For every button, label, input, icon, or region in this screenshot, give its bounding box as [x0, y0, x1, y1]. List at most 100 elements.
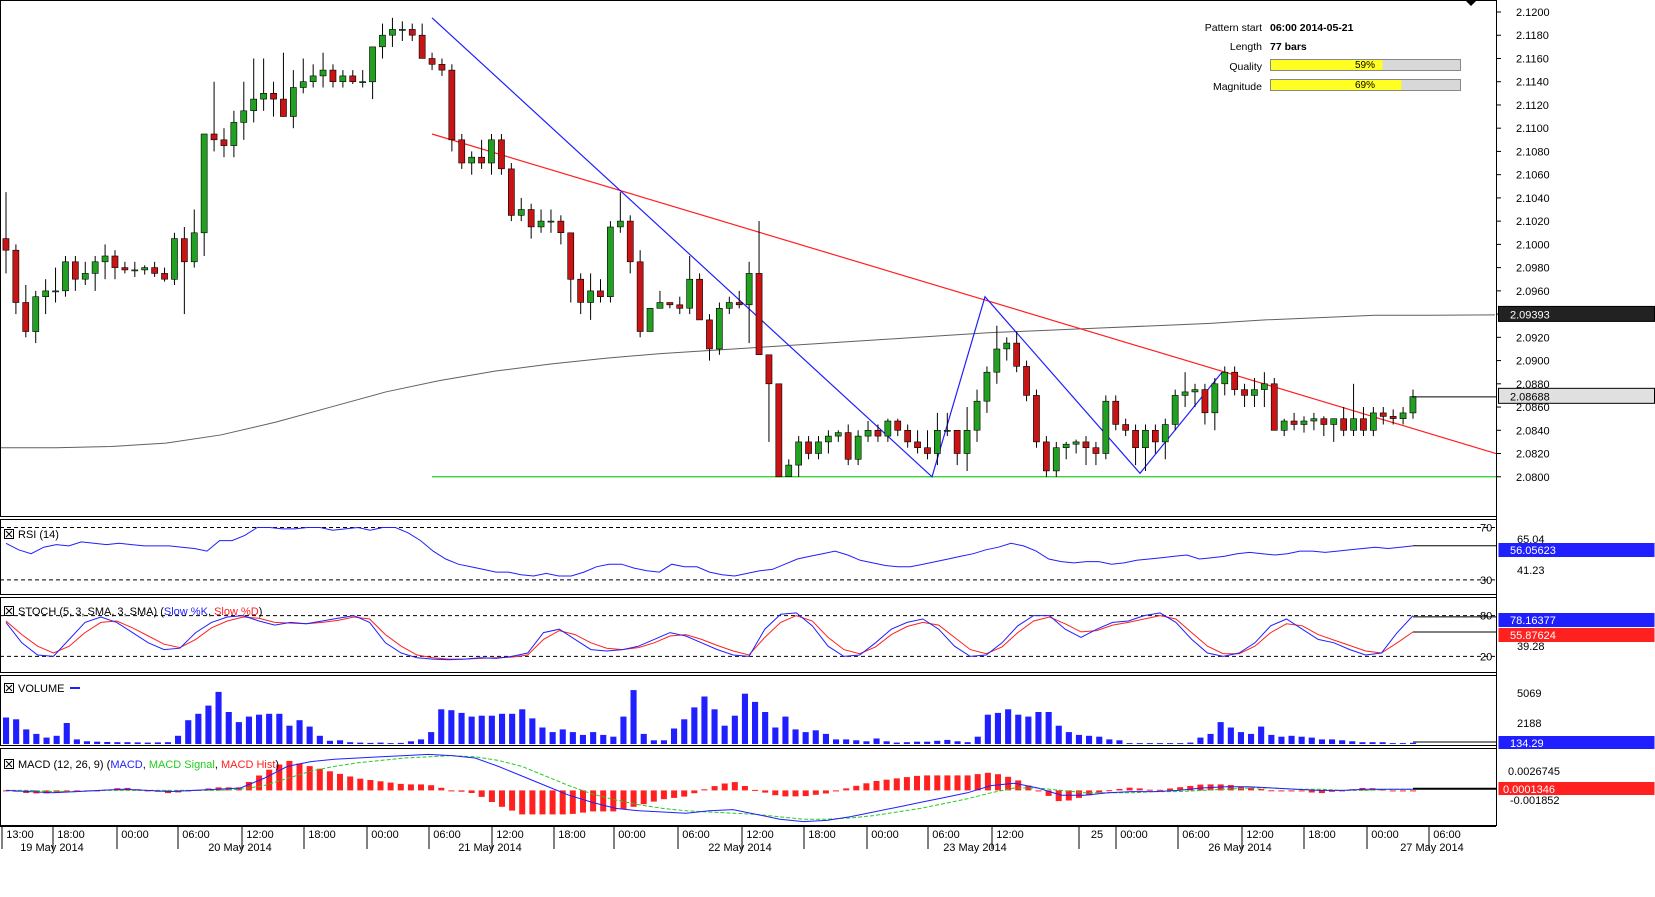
volume-bar [438, 709, 445, 744]
candle-body [567, 232, 575, 280]
volume-bar [1288, 735, 1295, 744]
price-tick-label: 2.0800 [1516, 472, 1550, 484]
candle-body [963, 429, 971, 454]
price-tick-label: 2.0880 [1516, 379, 1550, 391]
macd-hist-label: MACD Hist [221, 759, 275, 771]
macd-hist-bar [853, 785, 860, 791]
volume-bar [1096, 736, 1103, 744]
price-tick-label: 2.1020 [1516, 216, 1550, 228]
macd-hist-bar [1278, 790, 1285, 792]
price-tick-label: 2.0840 [1516, 425, 1550, 437]
volume-bar [691, 707, 698, 744]
rsi-tick-min: 41.23 [1517, 565, 1545, 577]
macd-hist-bar [1116, 789, 1123, 791]
candle-body [72, 261, 79, 280]
macd-hist-bar [893, 778, 900, 791]
time-tick-label: 18:00 [808, 829, 836, 841]
macd-tick-low: -0.001852 [1510, 795, 1560, 807]
volume-bar [326, 740, 333, 744]
volume-bar [1268, 734, 1275, 744]
candle-body [171, 238, 178, 280]
volume-bar [1258, 726, 1265, 744]
macd-hist-bar [1045, 790, 1052, 796]
quality-bar-fill [1271, 60, 1383, 70]
macd-hist-bar [73, 790, 80, 792]
macd-hist-bar [468, 790, 475, 793]
candle-body [270, 93, 277, 100]
volume-bar [903, 742, 910, 744]
macd-hist-bar [357, 778, 364, 791]
price-tick-label: 2.0920 [1516, 332, 1550, 344]
macd-hist-bar [256, 775, 263, 791]
macd-hist-bar [924, 775, 931, 791]
macd-toggle-icon-cross [5, 760, 13, 768]
collapse-arrow-icon[interactable] [1466, 1, 1476, 6]
candle-body [755, 273, 763, 355]
candle-body [616, 220, 624, 228]
macd-hist-bar [863, 783, 870, 791]
macd-hist-bar [640, 790, 647, 805]
volume-bar [225, 712, 232, 744]
macd-hist-bar [529, 790, 536, 815]
candle-body [1270, 383, 1278, 431]
macd-hist-bar [458, 790, 465, 792]
macd-hist-bar [883, 779, 890, 791]
candle-body [725, 302, 733, 309]
macd-params: MACD (12, 26, 9) [18, 759, 104, 771]
candle-body [428, 58, 436, 65]
price-tick-label: 2.1080 [1516, 146, 1550, 158]
candle-body [448, 69, 456, 141]
macd-hist-bar [610, 790, 617, 812]
volume-bar [468, 716, 475, 744]
time-tick-label: 18:00 [308, 829, 336, 841]
candle-body [537, 220, 545, 228]
macd-hist-bar [1106, 790, 1113, 792]
macd-hist-bar [1288, 790, 1295, 792]
candle-body [1211, 383, 1219, 414]
quality-value: 59% [1355, 60, 1375, 71]
magnitude-value: 69% [1355, 80, 1375, 91]
candle-body [775, 383, 783, 478]
macd-hist-bar [549, 790, 556, 815]
volume-bar [286, 725, 293, 744]
macd-hist-bar [1308, 790, 1315, 793]
candle-body [933, 429, 941, 454]
candle-body [181, 238, 188, 263]
macd-hist-bar [721, 783, 728, 791]
volume-bar [478, 715, 485, 744]
date-label: 23 May 2014 [943, 842, 1007, 854]
candle-body [359, 81, 367, 83]
volume-bar [104, 742, 111, 744]
candle-body [280, 98, 287, 117]
candle-body [161, 273, 168, 280]
candle-body [81, 273, 89, 280]
volume-bar [1399, 743, 1406, 744]
macd-hist-bar [1167, 788, 1174, 791]
volume-bar [1116, 740, 1123, 744]
candle-body [765, 354, 773, 385]
candle-body [1092, 447, 1100, 454]
volume-bar [863, 741, 870, 744]
volume-bar [377, 742, 384, 744]
volume-bar [529, 718, 536, 744]
volume-title-text: VOLUME [18, 683, 64, 695]
volume-bar [1278, 736, 1285, 744]
candle-body [1330, 418, 1338, 425]
macd-hist-bar [499, 790, 505, 807]
candle-body [468, 156, 476, 164]
macd-hist-bar [286, 760, 293, 791]
macd-line [5, 753, 1413, 823]
macd-signal-label: MACD Signal [149, 759, 215, 771]
candle-body [498, 139, 505, 170]
candle-body [636, 261, 644, 332]
time-tick-label: 06:00 [932, 829, 960, 841]
macd-hist-bar [43, 790, 50, 794]
magnitude-bar-fill [1271, 80, 1402, 90]
time-tick-label: 00:00 [1371, 829, 1399, 841]
time-tick-label: 06:00 [1182, 829, 1210, 841]
macd-hist-bar [347, 776, 354, 791]
candle-body [646, 307, 654, 332]
price-chart [1, 17, 1497, 478]
candle-body [874, 429, 882, 437]
macd-hist-bar [580, 790, 586, 813]
